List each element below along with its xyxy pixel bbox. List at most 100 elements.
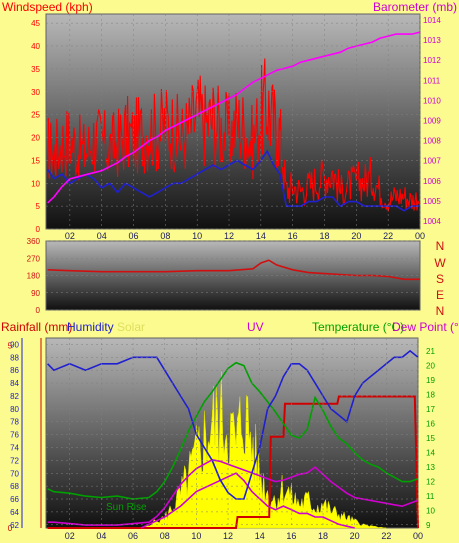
- series-uv: [140, 472, 355, 529]
- tick-label-direction: 0: [36, 306, 41, 315]
- tick-label-windspeed: 20: [31, 134, 40, 143]
- tick-label-temperature: 17: [426, 405, 435, 414]
- series-windspeed: [47, 58, 420, 212]
- sunrise-annotation: Sun Rise: [106, 502, 147, 513]
- tick-label-temperature: 18: [426, 391, 435, 400]
- tick-label-rain: 0: [8, 524, 13, 533]
- tick-label-temperature: 15: [426, 434, 435, 443]
- tick-label-humidity: 88: [10, 353, 19, 362]
- series-wind-direction: [47, 259, 420, 281]
- tick-label-windspeed: 35: [31, 65, 40, 74]
- tick-label-temperature: 21: [426, 347, 435, 356]
- tick-label-temperature: 13: [426, 463, 435, 472]
- series-layer: [46, 31, 421, 529]
- tick-label-humidity: 66: [10, 495, 19, 504]
- tick-label-time: 16: [288, 231, 298, 241]
- tick-label-windspeed: 30: [31, 88, 40, 97]
- tick-label-time-bottom: 16: [286, 531, 296, 541]
- tick-label-time: 14: [256, 231, 266, 241]
- tick-layer: 0510152025303540451004100510061007100810…: [8, 14, 441, 541]
- tick-label-time-bottom: 18: [318, 531, 328, 541]
- label-dewpoint: Dew Point (°C): [392, 320, 459, 334]
- tick-label-barometer: 1012: [423, 56, 441, 65]
- tick-label-windspeed: 10: [31, 179, 40, 188]
- tick-label-humidity: 80: [10, 405, 19, 414]
- compass-s: S: [436, 272, 444, 286]
- tick-label-time: 08: [160, 231, 170, 241]
- tick-label-barometer: 1011: [423, 76, 441, 85]
- tick-label-humidity: 86: [10, 366, 19, 375]
- series-temperature: [47, 361, 419, 500]
- tick-label-barometer: 1006: [423, 177, 441, 186]
- tick-label-humidity: 78: [10, 418, 19, 427]
- tick-label-direction: 360: [27, 237, 41, 246]
- tick-label-humidity: 84: [10, 379, 19, 388]
- tick-label-windspeed: 0: [36, 225, 41, 234]
- tick-label-time-bottom: 02: [65, 531, 75, 541]
- tick-label-direction: 270: [27, 254, 41, 263]
- series-dew-point: [47, 458, 419, 526]
- tick-label-humidity: 62: [10, 521, 19, 530]
- tick-label-barometer: 1014: [423, 16, 441, 25]
- ylabel-barometer: Barometer (mb): [373, 0, 457, 14]
- tick-label-time: 06: [129, 231, 139, 241]
- label-rainfall: Rainfall (mm): [1, 320, 72, 334]
- tick-label-barometer: 1004: [423, 217, 441, 226]
- tick-label-barometer: 1005: [423, 197, 441, 206]
- tick-label-barometer: 1007: [423, 157, 441, 166]
- tick-label-windspeed: 5: [36, 202, 41, 211]
- compass-n-bottom: N: [436, 304, 445, 318]
- label-uv: UV: [247, 320, 264, 334]
- tick-label-temperature: 20: [426, 362, 435, 371]
- tick-label-direction: 180: [27, 272, 41, 281]
- tick-label-time-bottom: 22: [381, 531, 391, 541]
- tick-label-time-bottom: 12: [223, 531, 233, 541]
- tick-label-humidity: 64: [10, 508, 19, 517]
- tick-label-time-bottom: 20: [350, 531, 360, 541]
- tick-label-direction: 90: [31, 289, 40, 298]
- tick-label-temperature: 14: [426, 449, 435, 458]
- series-rainfall: [47, 395, 419, 529]
- tick-label-windspeed: 25: [31, 111, 40, 120]
- tick-label-time: 18: [320, 231, 330, 241]
- tick-label-barometer: 1010: [423, 96, 441, 105]
- tick-label-temperature: 12: [426, 478, 435, 487]
- tick-label-temperature: 10: [426, 507, 435, 516]
- compass-w: W: [434, 256, 446, 270]
- tick-label-time-bottom: 14: [255, 531, 265, 541]
- tick-label-time: 04: [97, 231, 107, 241]
- tick-label-windspeed: 15: [31, 156, 40, 165]
- tick-label-time: 22: [383, 231, 393, 241]
- tick-label-time-bottom: 08: [160, 531, 170, 541]
- label-humidity: Humidity: [67, 320, 114, 334]
- tick-label-time-bottom: 10: [191, 531, 201, 541]
- tick-label-time: 10: [192, 231, 202, 241]
- ylabel-windspeed: Windspeed (kph): [2, 0, 93, 14]
- tick-label-time: 12: [224, 231, 234, 241]
- tick-label-time: 00: [415, 231, 425, 241]
- tick-label-barometer: 1013: [423, 36, 441, 45]
- tick-label-windspeed: 40: [31, 42, 40, 51]
- series-barometer: [47, 31, 421, 204]
- tick-label-time: 02: [65, 231, 75, 241]
- tick-label-time-bottom: 00: [413, 531, 423, 541]
- tick-label-barometer: 1009: [423, 116, 441, 125]
- plot-area-1: [45, 13, 421, 230]
- label-solar: Solar: [117, 320, 145, 334]
- tick-label-humidity: 68: [10, 482, 19, 491]
- tick-label-windspeed: 45: [31, 19, 40, 28]
- compass-n-top: N: [436, 239, 445, 253]
- tick-label-temperature: 16: [426, 420, 435, 429]
- label-temperature: Temperature (°C): [312, 320, 404, 334]
- tick-label-temperature: 19: [426, 376, 435, 385]
- compass-e: E: [436, 288, 444, 302]
- tick-label-temperature: 9: [426, 521, 431, 530]
- tick-label-humidity: 74: [10, 443, 19, 452]
- tick-label-temperature: 11: [426, 492, 435, 501]
- tick-label-humidity: 90: [10, 340, 19, 349]
- tick-label-humidity: 72: [10, 456, 19, 465]
- tick-label-humidity: 82: [10, 392, 19, 401]
- tick-label-barometer: 1008: [423, 137, 441, 146]
